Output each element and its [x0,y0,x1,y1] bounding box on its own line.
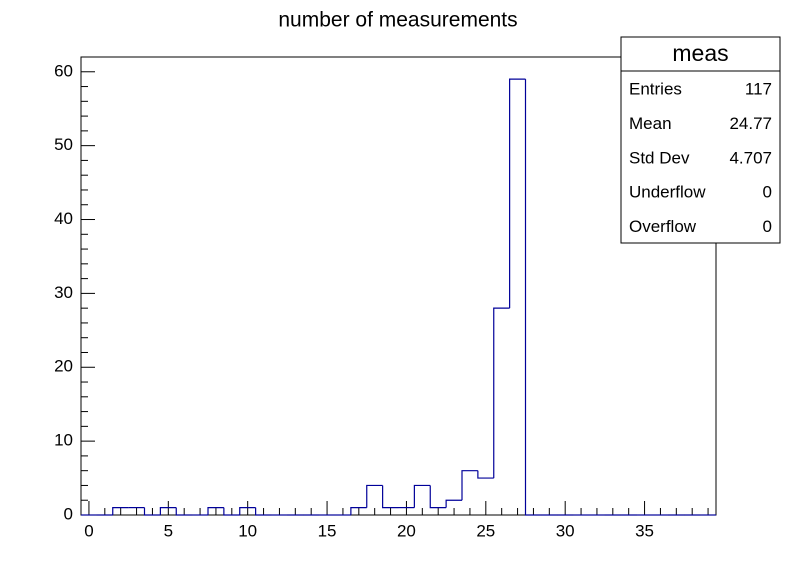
chart-title: number of measurements [278,9,517,32]
x-tick-label: 35 [635,521,654,540]
stats-label: Mean [629,114,672,133]
hist-bin [382,485,399,509]
hist-bin [445,499,462,508]
hist-bin [429,485,447,509]
hist-bin [112,507,129,515]
x-tick-label: 20 [397,521,416,540]
x-tick-label: 30 [556,521,575,540]
stats-label: Underflow [629,183,706,202]
hist-bin [477,470,494,479]
stats-value: 0 [763,217,772,236]
y-tick-label: 60 [54,61,73,80]
hist-bin [255,507,272,516]
x-tick-label: 25 [476,521,495,540]
hist-bin [223,507,240,516]
y-tick-label: 10 [54,431,73,450]
stats-value: 117 [745,79,772,98]
x-tick-label: 5 [164,521,173,540]
x-tick-label: 10 [238,521,257,540]
stats-value: 4.707 [729,148,772,167]
stats-value: 0 [763,183,772,202]
hist-bin [207,507,224,515]
hist-bin [159,507,177,515]
hist-bin [509,78,526,309]
hist-bin [524,79,542,516]
x-tick-label: 0 [84,521,93,540]
stats-label: Entries [629,79,682,98]
plot-frame [80,56,717,516]
hist-bin [493,307,510,479]
y-tick-label: 50 [54,135,73,154]
y-tick-label: 40 [54,209,73,228]
hist-bin [239,507,256,515]
stats-title: meas [672,40,728,66]
y-tick-label: 0 [64,504,73,523]
y-tick-label: 20 [54,357,73,376]
stats-box [620,36,781,244]
stats-value: 24.77 [729,114,772,133]
y-tick-label: 30 [54,283,73,302]
hist-bin [175,507,193,516]
stats-label: Overflow [629,217,697,236]
hist-bin [350,507,367,515]
x-tick-label: 15 [318,521,337,540]
stats-label: Std Dev [629,148,690,167]
hist-bin [143,507,161,516]
hist-bin [461,470,478,501]
hist-bin [413,484,431,508]
hist-bin [366,484,383,508]
